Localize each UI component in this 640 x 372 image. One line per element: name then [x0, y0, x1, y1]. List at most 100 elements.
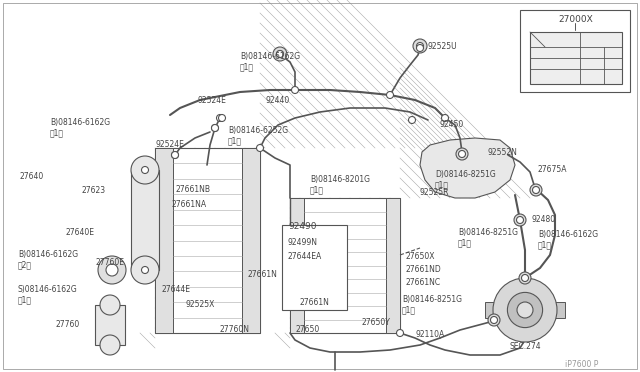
Text: 92524E: 92524E [198, 96, 227, 105]
Circle shape [514, 214, 526, 226]
Text: 27760: 27760 [55, 320, 79, 329]
Text: 27661NA: 27661NA [172, 200, 207, 209]
Text: S)08146-6162G
（1）: S)08146-6162G （1） [18, 285, 77, 304]
Text: 92499N: 92499N [288, 238, 318, 247]
Text: 27000X: 27000X [558, 15, 593, 24]
Bar [386, 198, 400, 333]
Circle shape [211, 125, 218, 131]
Bar [95, 305, 125, 345]
Text: 27675A: 27675A [538, 165, 568, 174]
Circle shape [408, 116, 415, 124]
Circle shape [508, 292, 543, 328]
Circle shape [216, 115, 223, 122]
Text: B)08146-8201G
（1）: B)08146-8201G （1） [310, 175, 370, 195]
Text: 92480: 92480 [532, 215, 556, 224]
Text: 27661NB: 27661NB [175, 185, 210, 194]
Circle shape [442, 115, 449, 122]
Text: 27640E: 27640E [65, 228, 94, 237]
Polygon shape [420, 138, 515, 198]
Circle shape [517, 217, 523, 223]
Text: 27760E: 27760E [95, 258, 124, 267]
Circle shape [211, 125, 218, 131]
Circle shape [522, 275, 528, 281]
Text: 27644E: 27644E [162, 285, 191, 294]
Text: 27623: 27623 [82, 186, 106, 195]
Circle shape [417, 45, 424, 51]
Text: 27650Y: 27650Y [362, 318, 391, 327]
Circle shape [493, 278, 557, 342]
Text: B)08146-6252G
（1）: B)08146-6252G （1） [228, 126, 288, 145]
Text: 27650: 27650 [296, 325, 320, 334]
Circle shape [257, 144, 264, 151]
Circle shape [532, 186, 540, 193]
Text: D)08146-8251G
（1）: D)08146-8251G （1） [435, 170, 496, 189]
Circle shape [459, 151, 465, 157]
Text: 27760N: 27760N [220, 325, 250, 334]
Circle shape [488, 314, 500, 326]
Text: 27661N: 27661N [248, 270, 278, 279]
Text: 92525X: 92525X [185, 300, 214, 309]
Circle shape [533, 187, 539, 193]
Circle shape [172, 151, 179, 158]
Text: B)08146-6162G
（1）: B)08146-6162G （1） [50, 118, 110, 137]
Circle shape [276, 51, 284, 58]
Bar [131, 170, 159, 270]
Circle shape [172, 151, 179, 158]
Circle shape [530, 184, 542, 196]
Bar [290, 198, 400, 333]
Text: B)08146-8251G
（1）: B)08146-8251G （1） [458, 228, 518, 247]
Circle shape [490, 317, 497, 324]
Bar [485, 302, 495, 318]
Circle shape [106, 264, 118, 276]
Circle shape [517, 302, 533, 318]
Circle shape [276, 51, 284, 58]
Circle shape [141, 167, 148, 173]
Text: 27661ND: 27661ND [405, 265, 441, 274]
Bar [520, 10, 630, 92]
Circle shape [522, 275, 529, 282]
Circle shape [218, 115, 225, 122]
Text: 27661N: 27661N [300, 298, 330, 307]
Text: 92490: 92490 [288, 222, 317, 231]
Circle shape [516, 217, 524, 224]
Circle shape [387, 92, 394, 99]
Circle shape [273, 47, 287, 61]
Bar [155, 148, 173, 333]
Text: 92110A: 92110A [415, 330, 444, 339]
Text: 92525R: 92525R [420, 188, 449, 197]
Text: 27650X: 27650X [405, 252, 435, 261]
Circle shape [458, 151, 465, 157]
Circle shape [98, 256, 126, 284]
Text: SEC.274: SEC.274 [510, 342, 541, 351]
Text: 27644EA: 27644EA [288, 252, 323, 261]
Text: 92525U: 92525U [428, 42, 458, 51]
Circle shape [491, 317, 497, 323]
Circle shape [291, 87, 298, 93]
Circle shape [100, 335, 120, 355]
Text: 27640: 27640 [20, 172, 44, 181]
Bar [242, 148, 260, 333]
Circle shape [100, 295, 120, 315]
Text: 92552N: 92552N [488, 148, 518, 157]
Bar [555, 302, 565, 318]
Text: B)08146-6162G
（1）: B)08146-6162G （1） [240, 52, 300, 71]
Text: 92440: 92440 [265, 96, 289, 105]
Bar [290, 198, 304, 333]
Text: 92450: 92450 [440, 120, 464, 129]
Circle shape [456, 148, 468, 160]
Circle shape [131, 256, 159, 284]
Bar [530, 32, 622, 84]
Text: 92524E: 92524E [155, 140, 184, 149]
Text: B)08146-8251G
（1）: B)08146-8251G （1） [402, 295, 462, 314]
Text: 27661NC: 27661NC [405, 278, 440, 287]
Circle shape [413, 39, 427, 53]
Circle shape [519, 272, 531, 284]
Bar [282, 225, 347, 310]
Text: iP7600 P: iP7600 P [565, 360, 598, 369]
Circle shape [141, 266, 148, 273]
Circle shape [131, 156, 159, 184]
Circle shape [397, 330, 403, 337]
Bar [155, 148, 260, 333]
Text: B)08146-6162G
（2）: B)08146-6162G （2） [18, 250, 78, 269]
Circle shape [417, 42, 424, 49]
